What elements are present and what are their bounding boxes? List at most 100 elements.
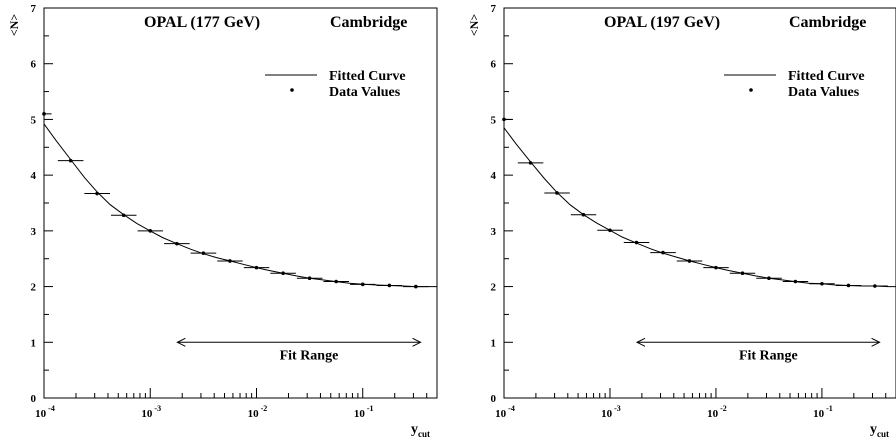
y-tick-label: 6 (31, 59, 37, 71)
y-axis-label: <N> (467, 14, 481, 37)
x-tick-label: 10 -4 (35, 404, 55, 420)
fit-range-label: Fit Range (739, 348, 798, 363)
x-tick-exponent: -1 (365, 404, 374, 413)
data-marker (714, 265, 718, 270)
data-marker (334, 279, 338, 284)
x-tick-base: 10 (354, 408, 366, 420)
legend-marker-swatch (749, 88, 753, 92)
data-marker (414, 284, 418, 289)
x-axis-label: ycut (411, 422, 430, 439)
data-point (517, 161, 544, 165)
fit-range-arrowhead-left (176, 337, 186, 347)
data-point (84, 191, 110, 196)
data-point (164, 241, 190, 246)
x-axis-label-sub: cut (418, 429, 430, 439)
x-tick-base: 10 (601, 408, 613, 420)
y-tick-label: 6 (491, 59, 497, 71)
data-marker (528, 161, 533, 165)
x-tick-exponent: -2 (718, 404, 727, 413)
data-point (137, 229, 164, 233)
x-axis-label-main: y (411, 422, 418, 437)
plot-frame (43, 7, 438, 399)
x-axis-label-sub: cut (877, 429, 889, 439)
y-tick-label: 4 (31, 170, 37, 182)
x-tick-exponent: -4 (506, 404, 515, 413)
data-marker (307, 276, 312, 281)
x-tick-label: 10 -2 (707, 404, 727, 420)
data-marker (228, 259, 232, 263)
y-tick-label: 1 (491, 337, 497, 349)
chart-title: OPAL (177 GeV) (144, 14, 260, 31)
x-tick-label: 10 -1 (813, 404, 833, 420)
data-marker (387, 283, 392, 288)
data-marker (68, 158, 73, 163)
x-tick-exponent: -3 (612, 404, 621, 413)
data-point (350, 282, 376, 287)
y-tick-label: 3 (31, 226, 37, 238)
data-point (862, 284, 888, 288)
data-point (544, 191, 570, 195)
y-axis-label: <N> (7, 14, 21, 37)
data-marker (201, 251, 206, 255)
data-marker (555, 191, 559, 195)
data-marker (740, 271, 745, 276)
y-tick-label: 2 (31, 282, 37, 294)
data-point (42, 112, 52, 116)
data-marker (873, 284, 877, 288)
data-point (570, 212, 597, 217)
x-axis-label: ycut (870, 422, 889, 439)
x-tick-base: 10 (248, 408, 260, 420)
data-marker (608, 228, 612, 233)
fit-range-arrow (635, 337, 881, 347)
chart-title: OPAL (197 GeV) (604, 14, 720, 31)
data-marker (661, 250, 665, 255)
data-point (782, 279, 809, 284)
data-point (376, 283, 403, 288)
x-tick-label: 10 -3 (601, 404, 621, 420)
data-marker (634, 240, 639, 245)
legend-marker-swatch (290, 88, 294, 92)
data-marker (42, 112, 46, 116)
legend-label-data-values: Data Values (329, 85, 401, 100)
y-tick-label: 7 (491, 3, 497, 15)
y-tick-label: 2 (491, 282, 497, 294)
plot-frame (503, 7, 896, 399)
fitted-curve (503, 127, 896, 288)
data-point (502, 117, 512, 122)
x-tick-label: 10 -3 (141, 404, 161, 420)
data-point (835, 283, 862, 288)
data-point (190, 251, 217, 255)
data-point (676, 259, 703, 263)
data-marker (846, 283, 851, 288)
legend-label-fitted-curve: Fitted Curve (329, 69, 406, 84)
data-marker (767, 276, 771, 281)
y-tick-label: 5 (491, 114, 497, 126)
data-marker (360, 282, 365, 287)
y-tick-label: 5 (31, 114, 37, 126)
data-point (756, 276, 782, 281)
fit-range-arrowhead-left (635, 337, 646, 347)
data-point (57, 158, 84, 163)
legend-label-data-values: Data Values (788, 85, 860, 100)
fitted-curve (43, 123, 437, 288)
legend-label-fitted-curve: Fitted Curve (788, 69, 865, 84)
x-tick-exponent: -1 (824, 404, 833, 413)
data-point (597, 228, 623, 233)
fit-range-arrowhead-right (412, 337, 422, 347)
data-point (296, 276, 323, 281)
x-tick-base: 10 (813, 408, 825, 420)
data-marker (121, 213, 126, 218)
data-point (110, 213, 137, 218)
data-marker (820, 281, 824, 286)
chart-label: Cambridge (330, 14, 407, 31)
data-point (809, 281, 835, 286)
y-tick-label: 4 (491, 170, 497, 182)
data-marker (281, 271, 285, 276)
data-marker (502, 117, 506, 122)
x-tick-exponent: -3 (152, 404, 161, 413)
data-marker (175, 241, 179, 246)
chart-label: Cambridge (789, 14, 866, 31)
